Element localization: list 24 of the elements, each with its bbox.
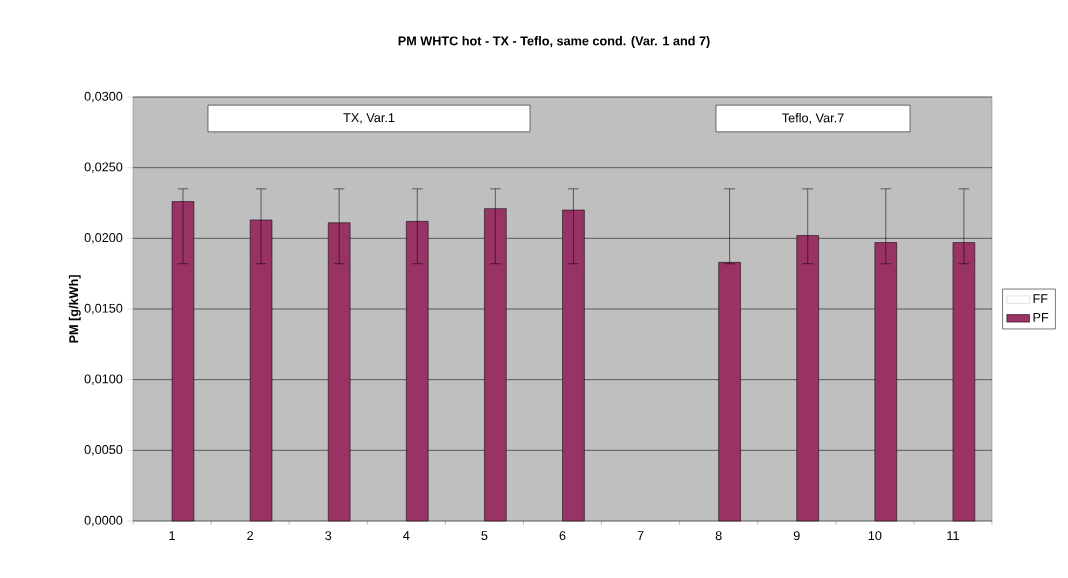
y-tick-label: 0,0000 <box>84 515 123 527</box>
x-tick-label: 1 <box>169 531 175 540</box>
legend-label: PF <box>1033 312 1049 322</box>
x-tick-label: 9 <box>793 531 800 541</box>
x-tick-label: 4 <box>403 531 410 540</box>
chart-title: PM WHTC hot - TX - Teflo, same cond. (Var. 1 and 7) <box>398 36 710 48</box>
x-tick-label: 6 <box>559 531 566 541</box>
y-tick-label: 0,0250 <box>84 162 123 173</box>
y-tick-label: 0,0100 <box>84 374 123 385</box>
annotation: TX, Var.1 <box>343 113 395 124</box>
y-tick-label: 0,0050 <box>84 445 123 456</box>
x-tick-label: 10 <box>868 531 882 541</box>
legend-label: FF <box>1033 294 1048 304</box>
x-tick-label: 2 <box>247 531 254 541</box>
x-tick-label: 8 <box>715 531 722 541</box>
y-tick-label: 0,0150 <box>84 303 123 315</box>
x-tick-label: 5 <box>481 531 488 541</box>
y-tick-label: 0,0300 <box>84 91 123 103</box>
x-tick-label: 7 <box>637 531 644 540</box>
y-axis-title: PM [g/kWh] <box>68 275 81 343</box>
annotation: Teflo, Var.7 <box>782 113 844 124</box>
y-tick-label: 0,0200 <box>84 233 123 244</box>
x-tick-label: 3 <box>325 531 332 541</box>
x-tick-label: 11 <box>947 531 959 540</box>
